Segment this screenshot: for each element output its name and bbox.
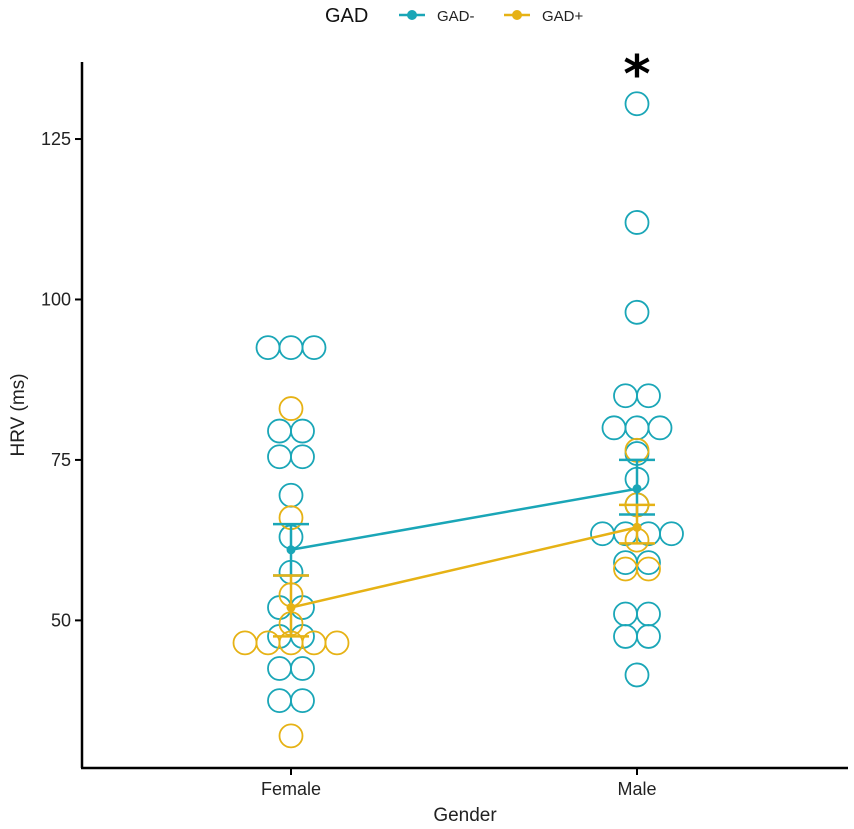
data-point-gadneg: [267, 656, 292, 681]
x-tick-label: Female: [261, 779, 321, 799]
data-point-gadneg: [267, 444, 292, 470]
data-point-gadneg: [636, 383, 661, 409]
data-point-gadpos: [636, 556, 661, 582]
mean-line-gadpos: [290, 526, 638, 609]
mean-line-gadneg: [290, 487, 638, 552]
legend-key-dot: [512, 10, 522, 20]
y-tick-label: 50: [51, 610, 71, 630]
data-point-gadneg: [647, 415, 673, 441]
legend-item-gadneg: GAD-: [399, 8, 475, 25]
x-axis-title: Gender: [433, 805, 497, 826]
y-tick-label: 125: [41, 129, 71, 149]
data-point-gadpos: [324, 630, 350, 656]
x-tick-label: Male: [617, 779, 656, 799]
data-point-gadneg: [613, 601, 638, 627]
axes: 50 75 100 125 Female Male Gender HRV (ms): [8, 62, 848, 826]
legend-label: GAD+: [542, 8, 584, 25]
data-point-gadneg: [290, 688, 315, 714]
legend-title: GAD: [325, 5, 368, 27]
data-point-gadneg: [290, 656, 315, 681]
data-point-gadneg: [613, 550, 638, 576]
data-point-gadneg: [290, 418, 315, 444]
mean-point-gadneg: [286, 545, 296, 555]
data-point-gadpos: [613, 556, 638, 582]
significance-asterisk: *: [623, 45, 650, 105]
data-point-gadneg: [267, 688, 292, 714]
data-point-gadneg: [636, 601, 661, 627]
data-point-gadneg: [278, 335, 304, 361]
x-ticks: Female Male: [261, 768, 657, 799]
mean-and-error-bars: [273, 458, 655, 638]
data-point-gadneg: [267, 418, 292, 444]
y-ticks: 50 75 100 125: [41, 129, 82, 630]
data-point-gadpos: [232, 630, 258, 656]
mean-point-gadneg: [632, 484, 642, 494]
y-axis-title: HRV (ms): [8, 373, 29, 456]
data-point-gadneg: [290, 444, 315, 470]
mean-point-gadpos: [632, 522, 642, 532]
data-point-gadneg: [278, 482, 304, 508]
data-point-gadneg: [613, 383, 638, 409]
data-point-gadpos: [278, 723, 304, 749]
data-point-gadpos: [278, 396, 304, 421]
data-point-gadneg: [636, 624, 661, 649]
y-tick-label: 75: [51, 450, 71, 470]
data-points: [232, 91, 684, 749]
data-point-gadneg: [624, 415, 650, 441]
data-point-gadneg: [636, 550, 661, 576]
data-point-gadneg: [613, 624, 638, 649]
data-point-gadneg: [255, 335, 281, 361]
legend-label: GAD-: [437, 8, 475, 25]
data-point-gadneg: [301, 335, 327, 361]
data-point-gadneg: [624, 662, 650, 688]
data-point-gadneg: [601, 415, 627, 441]
annotations: *: [623, 45, 650, 105]
data-point-gadneg: [624, 299, 650, 325]
legend-key-dot: [407, 10, 417, 20]
legend-item-gadpos: GAD+: [504, 8, 584, 25]
legend: GAD GAD- GAD+: [325, 5, 584, 27]
y-tick-label: 100: [41, 289, 71, 309]
data-point-gadneg: [624, 91, 650, 117]
data-point-gadneg: [624, 210, 650, 235]
mean-point-gadpos: [286, 603, 296, 613]
data-point-gadneg: [659, 521, 684, 547]
